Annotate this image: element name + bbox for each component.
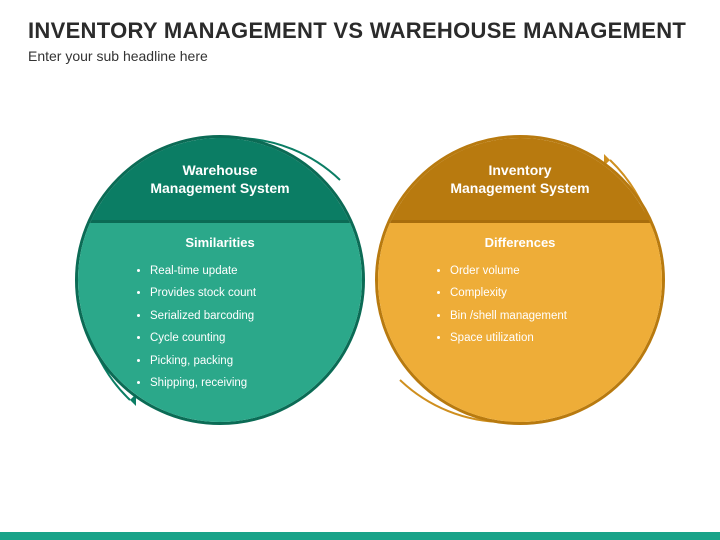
- left-circle-group: Warehouse Management System Similarities…: [75, 135, 365, 425]
- list-item: Real-time update: [150, 260, 332, 282]
- left-body: Similarities Real-time update Provides s…: [78, 223, 362, 422]
- list-item: Shipping, receiving: [150, 372, 332, 394]
- list-item: Order volume: [450, 260, 632, 282]
- list-item: Bin /shell management: [450, 305, 632, 327]
- left-items: Real-time update Provides stock count Se…: [136, 260, 332, 395]
- comparison-diagram: Warehouse Management System Similarities…: [0, 95, 720, 495]
- left-cap-title: Warehouse Management System: [150, 161, 289, 197]
- left-cap-line2: Management System: [150, 180, 289, 196]
- header: INVENTORY MANAGEMENT VS WAREHOUSE MANAGE…: [0, 0, 720, 64]
- right-cap-title: Inventory Management System: [450, 161, 589, 197]
- right-circle-group: Inventory Management System Differences …: [375, 135, 665, 425]
- right-cap-line2: Management System: [450, 180, 589, 196]
- left-cap-line1: Warehouse: [183, 162, 258, 178]
- left-circle: Warehouse Management System Similarities…: [75, 135, 365, 425]
- right-section-label: Differences: [408, 235, 632, 250]
- list-item: Space utilization: [450, 327, 632, 349]
- right-cap: Inventory Management System: [378, 138, 662, 220]
- list-item: Provides stock count: [150, 282, 332, 304]
- right-cap-line1: Inventory: [488, 162, 551, 178]
- left-cap: Warehouse Management System: [78, 138, 362, 220]
- right-items: Order volume Complexity Bin /shell manag…: [436, 260, 632, 350]
- page-title: INVENTORY MANAGEMENT VS WAREHOUSE MANAGE…: [28, 18, 692, 44]
- list-item: Cycle counting: [150, 327, 332, 349]
- list-item: Serialized barcoding: [150, 305, 332, 327]
- right-circle: Inventory Management System Differences …: [375, 135, 665, 425]
- left-section-label: Similarities: [108, 235, 332, 250]
- list-item: Picking, packing: [150, 350, 332, 372]
- footer-accent-bar: [0, 532, 720, 540]
- right-body: Differences Order volume Complexity Bin …: [378, 223, 662, 422]
- list-item: Complexity: [450, 282, 632, 304]
- page-subtitle: Enter your sub headline here: [28, 48, 692, 64]
